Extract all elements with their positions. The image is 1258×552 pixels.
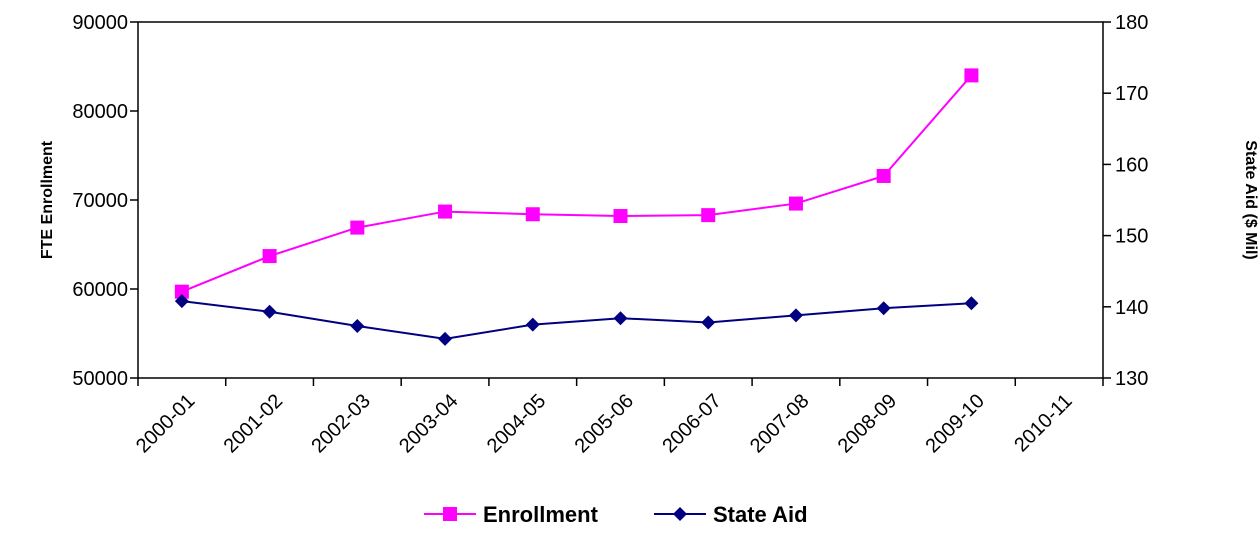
state-aid-point [788,308,803,323]
enrollment-point [350,220,365,235]
left-axis-tick-label: 80000 [72,101,128,123]
state-aid-point [701,315,716,330]
x-axis-tick-label: 2003-04 [395,390,462,457]
enrollment-point [438,204,453,219]
state-aid-point [876,301,891,316]
state-aid-point [525,317,540,332]
x-axis-tick-label: 2001-02 [220,390,287,457]
right-axis-tick-label: 160 [1115,154,1148,176]
x-axis-tick-label: 2007-08 [746,390,813,457]
legend-enrollment-marker [443,507,457,521]
right-axis-tick-label: 130 [1115,368,1148,390]
right-axis-tick-label: 150 [1115,226,1148,248]
right-axis-title: State Aid ($ Mil) [1242,140,1258,259]
x-axis-tick-label: 2004-05 [483,390,550,457]
x-axis: 2000-01 2001-02 2002-03 2003-04 2004-05 2005-… [132,378,1104,457]
legend-enrollment-label: Enrollment [483,502,599,527]
state-aid-point [438,331,453,346]
enrollment-point [701,208,716,223]
enrollment-point [876,168,891,183]
x-axis-tick-label: 2002-03 [307,390,374,457]
state-aid-point [262,304,277,319]
left-y-axis: 50000 60000 70000 80000 90000 [72,12,138,390]
state-aid-point [613,311,628,326]
legend-state-aid-label: State Aid [713,502,808,527]
series-layer [174,68,979,346]
state-aid-point [350,319,365,334]
enrollment-point [964,68,979,83]
right-axis-tick-label: 140 [1115,297,1148,319]
left-axis-tick-label: 70000 [72,190,128,212]
state-aid-line [181,300,972,340]
state-aid-point [964,296,979,311]
left-axis-tick-label: 50000 [72,368,128,390]
enrollment-point [174,284,189,299]
enrollment-point [613,209,628,224]
right-y-axis: 130 140 150 160 170 180 [1103,12,1148,390]
x-axis-tick-label: 2009-10 [921,390,988,457]
state-aid-point [174,294,189,309]
enrollment-point [525,207,540,222]
left-axis-tick-label: 60000 [72,279,128,301]
left-axis-title: FTE Enrollment [39,140,56,259]
enrollment-point [262,249,277,264]
left-axis-tick-label: 90000 [72,12,128,34]
x-axis-tick-label: 2008-09 [834,390,901,457]
x-axis-tick-label: 2010-11 [1010,390,1076,456]
enrollment-point [788,196,803,211]
enrollment-line [181,74,973,293]
right-axis-tick-label: 180 [1115,12,1148,34]
legend: Enrollment State Aid [424,502,808,527]
x-axis-tick-label: 2005-06 [571,390,638,457]
x-axis-tick-label: 2000-01 [132,390,199,457]
right-axis-tick-label: 170 [1115,83,1148,105]
x-axis-tick-label: 2006-07 [658,390,725,457]
legend-state-aid-marker [673,507,687,521]
